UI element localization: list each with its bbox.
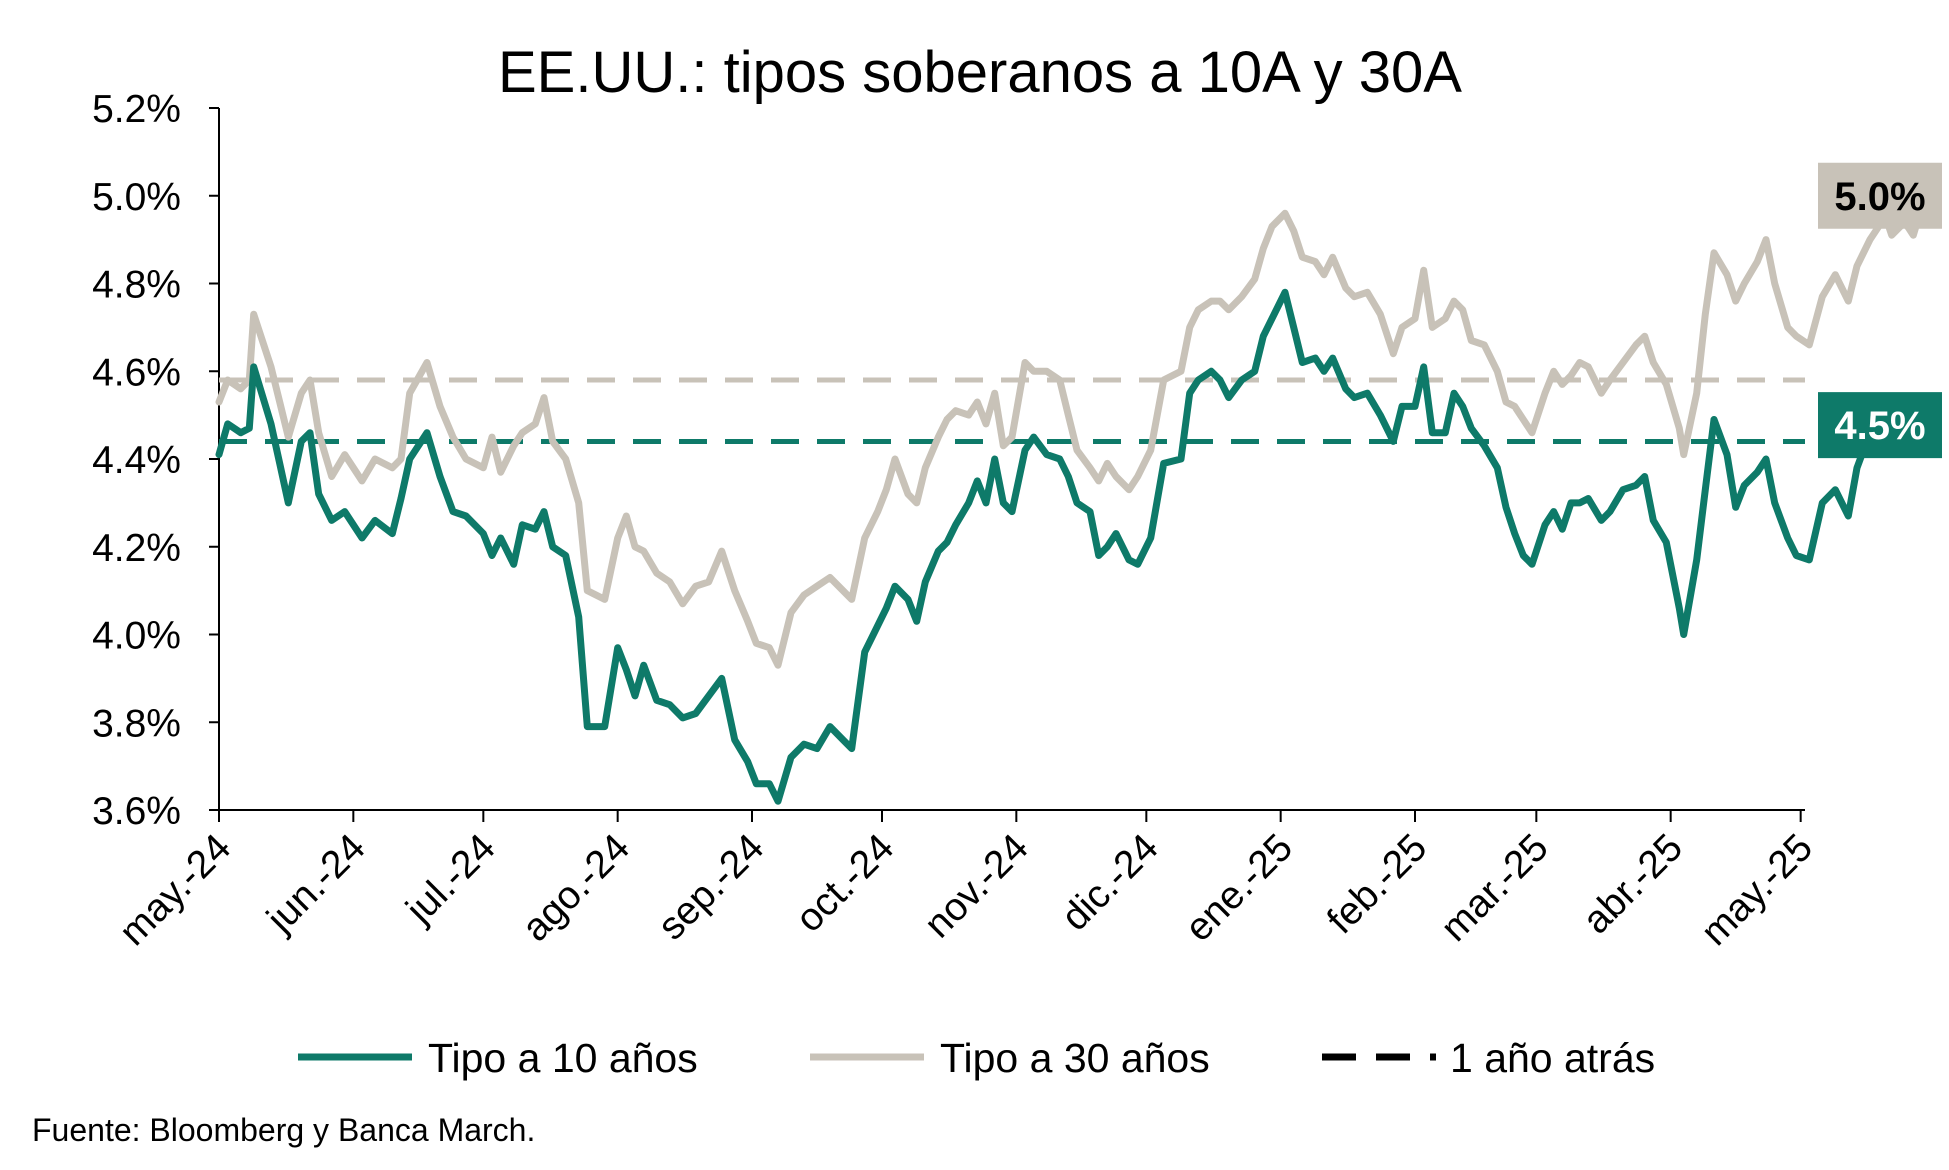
legend-label: Tipo a 10 años: [428, 1035, 698, 1081]
value-badge-label: 4.5%: [1834, 404, 1925, 448]
series-line-10y: [215, 288, 1930, 805]
y-tick-label: 4.6%: [92, 351, 181, 394]
y-tick-label: 5.0%: [92, 176, 181, 219]
legend-label: Tipo a 30 años: [940, 1035, 1210, 1081]
y-tick-label: 4.2%: [92, 527, 181, 570]
legend-label: 1 año atrás: [1450, 1035, 1655, 1081]
value-badge-label: 5.0%: [1834, 175, 1925, 219]
x-tick-label: dic.-24: [1054, 826, 1167, 939]
series-line-30y: [215, 187, 1930, 669]
x-tick-label: feb.-25: [1319, 826, 1435, 942]
y-tick-label: 4.8%: [92, 264, 181, 307]
x-tick-label: abr.-25: [1575, 826, 1691, 942]
x-tick-label: ene.-25: [1177, 826, 1301, 950]
x-tick-label: nov.-24: [916, 826, 1036, 946]
source-note: Fuente: Bloomberg y Banca March.: [32, 1112, 536, 1148]
y-tick-label: 3.8%: [92, 702, 181, 745]
x-tick-label: mar.-25: [1433, 826, 1557, 950]
x-tick-label: may.-24: [111, 826, 239, 954]
x-tick-label: sep.-24: [650, 826, 772, 948]
x-tick-label: oct.-24: [788, 826, 903, 941]
plot-area: 3.6% 3.8% 4.0% 4.2% 4.4% 4.6% 4.8% 5.0% 5.2% may.…: [92, 88, 1942, 954]
x-tick-label: jun.-24: [258, 826, 373, 941]
y-tick-label: 4.4%: [92, 439, 181, 482]
value-badge: [1818, 162, 1942, 229]
y-tick-label: 4.0%: [92, 615, 181, 658]
y-tick-label: 3.6%: [92, 790, 181, 833]
x-tick-label: jul.-24: [397, 826, 503, 932]
chart-title: EE.UU.: tipos soberanos a 10A y 30A: [498, 40, 1462, 105]
value-badge: [1818, 392, 1942, 459]
x-tick-label: may.-25: [1693, 826, 1821, 954]
x-tick-label: ago.-24: [514, 826, 638, 950]
legend: Tipo a 10 años Tipo a 30 años 1 año atrás: [298, 1035, 1655, 1081]
y-tick-label: 5.2%: [92, 88, 181, 131]
